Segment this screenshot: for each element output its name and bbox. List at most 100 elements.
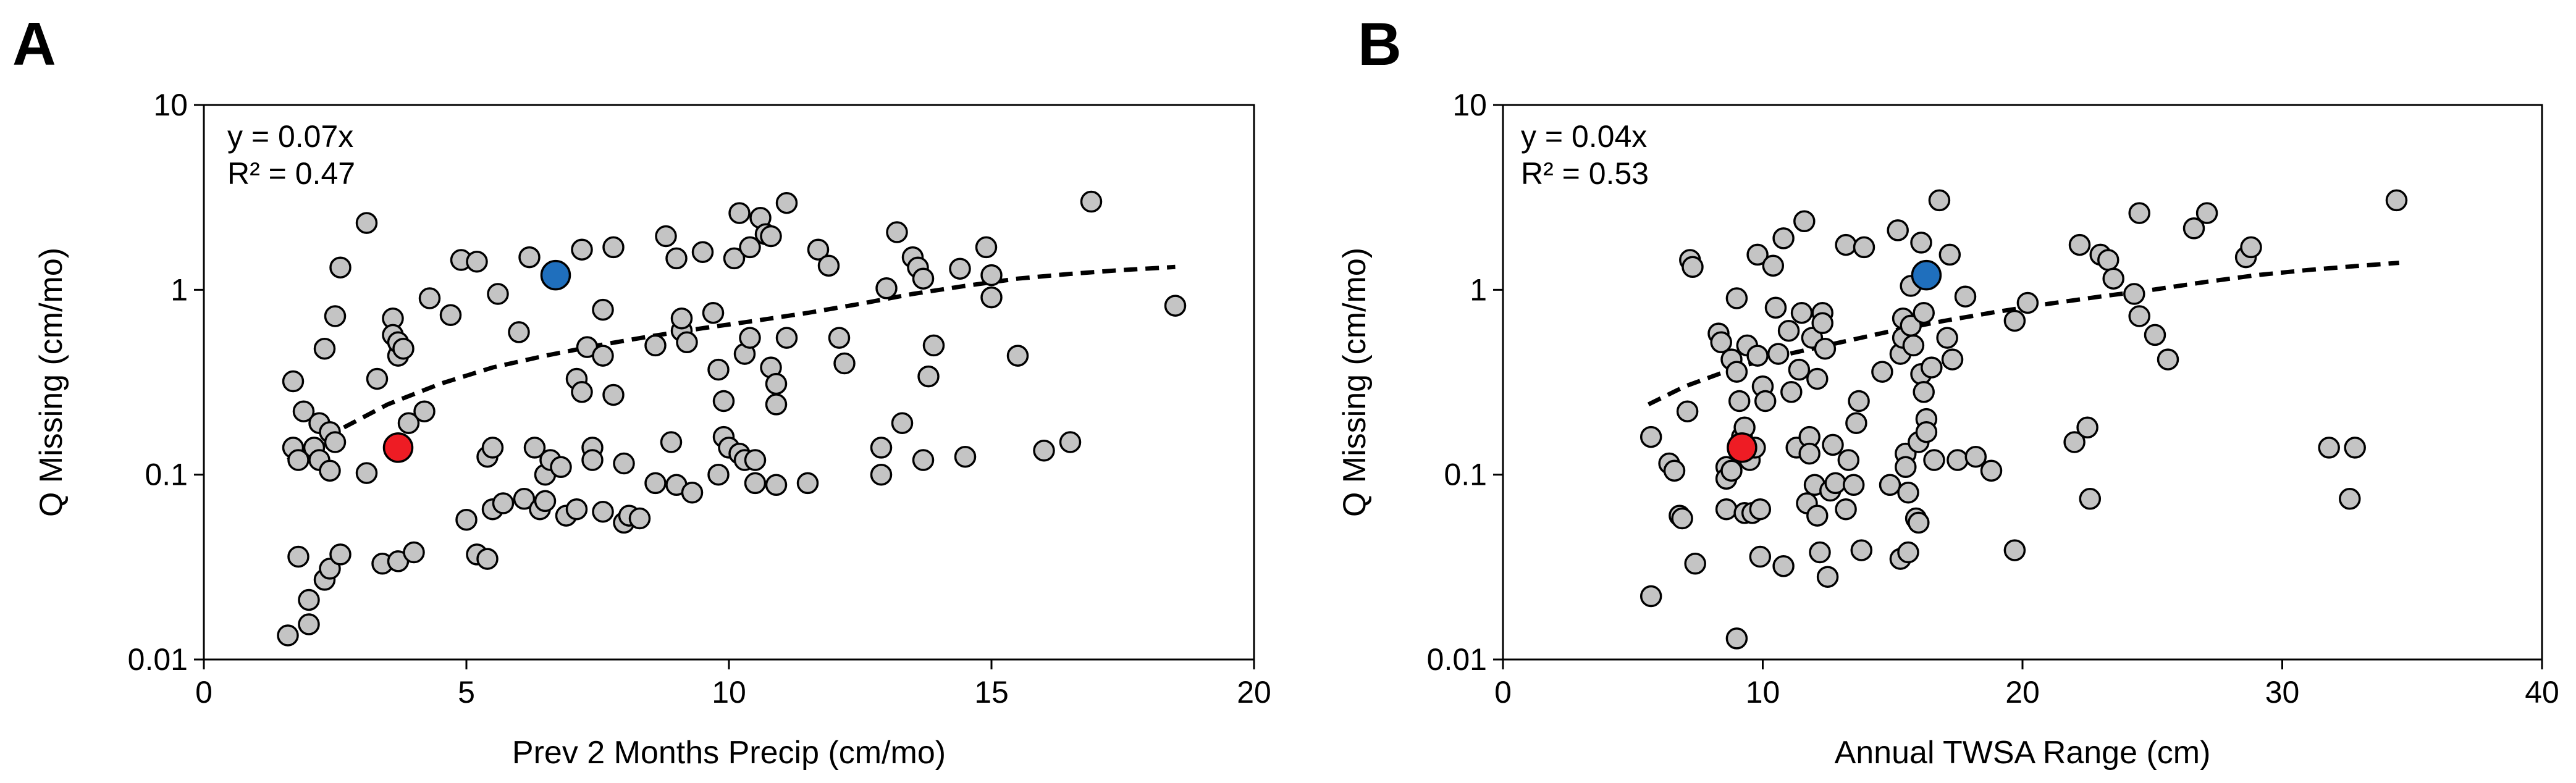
data-point	[439, 304, 462, 326]
panel-b-ticks: 0 10 20 30 40 0.01 0.1 1 10	[1427, 88, 2559, 710]
data-point	[1725, 287, 1748, 309]
data-point	[2102, 267, 2124, 290]
data-point	[1850, 539, 1873, 561]
data-point	[476, 548, 499, 570]
data-point	[1908, 511, 1930, 534]
panel-a-letter: A	[12, 10, 56, 78]
data-point	[1871, 361, 1893, 383]
panel-a-ticks: 0 5 10 15 20 0.01 0.1 1 10	[128, 88, 1271, 710]
data-point	[1639, 585, 1662, 608]
data-point	[2128, 305, 2150, 327]
data-point	[602, 383, 625, 406]
data-point	[2076, 416, 2098, 439]
data-point	[980, 286, 1003, 309]
data-point	[760, 225, 782, 248]
data-point	[739, 327, 761, 349]
data-point	[2385, 189, 2408, 212]
data-point	[492, 492, 515, 514]
data-point	[1845, 412, 1867, 434]
panel-a-y-axis-title: Q Missing (cm/mo)	[33, 248, 69, 517]
data-point	[1936, 327, 1958, 349]
data-point	[487, 283, 509, 305]
data-point	[1809, 541, 1831, 564]
data-point	[1710, 331, 1732, 354]
data-point	[1663, 459, 1686, 482]
data-point	[670, 307, 693, 330]
data-point	[518, 246, 541, 269]
panel-b-x-axis-title: Annual TWSA Range (cm)	[1835, 735, 2211, 771]
data-point	[287, 545, 309, 568]
data-point	[1954, 285, 1977, 308]
data-point	[534, 490, 557, 513]
data-point	[1772, 227, 1795, 249]
data-point	[1639, 425, 1662, 448]
data-point	[1806, 505, 1829, 527]
data-point	[1762, 254, 1785, 277]
data-point	[2182, 217, 2205, 240]
x-tick-label: 5	[458, 675, 475, 710]
y-tick-label: 10	[1452, 88, 1487, 122]
data-point	[2123, 283, 2145, 305]
data-point	[1887, 219, 1909, 241]
panel-b-y-axis-title: Q Missing (cm/mo)	[1337, 248, 1373, 517]
data-point	[1910, 232, 1932, 254]
data-point	[1746, 243, 1769, 266]
data-point	[1902, 334, 1925, 357]
data-point	[1725, 361, 1748, 383]
data-point	[1767, 343, 1790, 365]
panel-b: B 0 10 20 30 40 0.01 0.1 1 10 y = 0.04x R² = 0.5…	[1337, 10, 2559, 771]
data-point	[613, 452, 635, 475]
data-point	[355, 212, 378, 234]
data-point	[1824, 472, 1846, 495]
data-point	[1676, 400, 1699, 422]
data-point	[2128, 202, 2150, 224]
data-point	[1080, 190, 1103, 213]
data-point	[691, 241, 714, 263]
data-point	[2240, 236, 2262, 259]
data-point	[581, 449, 604, 471]
data-point	[1816, 566, 1839, 588]
data-point	[712, 390, 735, 412]
data-point	[413, 400, 436, 422]
data-point	[571, 381, 593, 403]
x-tick-label: 40	[2525, 675, 2559, 710]
data-point	[329, 543, 351, 566]
highlight-red-point	[1727, 432, 1757, 463]
data-point	[1964, 445, 1987, 468]
x-tick-label: 0	[195, 675, 213, 710]
data-point	[1798, 442, 1820, 465]
data-point	[702, 301, 725, 324]
data-point	[602, 236, 625, 259]
data-point	[355, 462, 378, 484]
data-point	[319, 459, 341, 482]
data-point	[833, 352, 856, 375]
data-point	[1879, 474, 1901, 496]
x-tick-label: 0	[1494, 675, 1512, 710]
panel-a: A 0 5 10 15 20 0.01 0.1 1 10 y = 0.07x R² = 0.47…	[12, 10, 1271, 771]
data-point	[2144, 324, 2166, 346]
data-point	[1788, 358, 1811, 381]
data-point	[954, 445, 977, 468]
data-point	[870, 437, 893, 459]
y-tick-label: 0.1	[145, 458, 188, 492]
data-point	[1842, 474, 1865, 496]
y-tick-label: 0.1	[1444, 458, 1487, 492]
data-point	[403, 541, 425, 564]
x-tick-label: 20	[1237, 675, 1271, 710]
data-point	[628, 507, 651, 530]
data-point	[1895, 456, 1917, 479]
data-point	[886, 221, 908, 243]
data-point	[2318, 437, 2340, 459]
panel-a-equation: y = 0.07x	[227, 119, 353, 154]
data-point	[1684, 553, 1706, 575]
data-point	[508, 321, 530, 343]
data-point	[2068, 233, 2091, 256]
trendline	[287, 264, 1176, 463]
x-tick-label: 15	[974, 675, 1009, 710]
y-tick-label: 0.01	[1427, 642, 1487, 677]
data-point	[1897, 541, 1919, 564]
data-point	[912, 267, 935, 290]
data-point	[980, 264, 1003, 287]
data-point	[1715, 498, 1738, 521]
data-point	[550, 456, 572, 479]
